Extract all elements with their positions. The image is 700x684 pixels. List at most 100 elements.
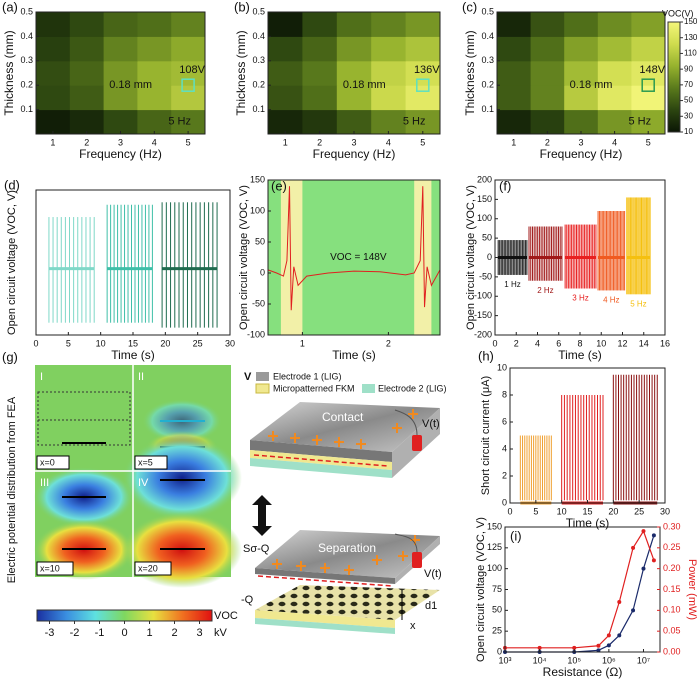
position-label: x=20 (138, 563, 158, 573)
y2-axis-label: Power (mW) (686, 559, 698, 620)
legend-label: Electrode 2 (LIG) (378, 383, 447, 393)
y-tick-label: 25 (492, 626, 502, 636)
electrode-side (250, 440, 392, 462)
x-tick-label: 5 (533, 506, 538, 516)
heat-cell (137, 109, 172, 135)
data-point (631, 545, 636, 550)
colorbar-tick-label: 10 (684, 127, 693, 136)
heat-cell (103, 36, 138, 62)
y-axis-label: Open circuit voltage (VOC, V) (6, 190, 18, 335)
heat-cell (302, 12, 338, 37)
heat-cell (530, 36, 565, 62)
electrode-top (250, 402, 440, 452)
heat-cell (564, 109, 599, 135)
x-axis-label: Time (s) (332, 348, 376, 362)
y-tick-label: 75 (492, 584, 502, 594)
y-tick-label: 150 (487, 521, 502, 531)
burst-label: 5 Hz (630, 299, 646, 308)
heat-cell (336, 36, 372, 62)
x-tick-label: 30 (225, 338, 235, 348)
y-tick-label: 0.5 (252, 6, 265, 16)
x-tick-label: 6 (556, 338, 561, 348)
heat-cell (631, 85, 666, 111)
heat-cell (371, 85, 407, 111)
y-tick-label: 10 (497, 362, 507, 372)
y2-tick-label: 0.20 (663, 563, 681, 573)
x-axis-label: Frequency (Hz) (79, 147, 162, 161)
burst-label: 4 Hz (603, 296, 619, 305)
colorbar-label: VOC (214, 610, 238, 622)
heat-cell (371, 60, 407, 86)
y-tick-label: 0.1 (20, 104, 33, 114)
y-axis-label: Short circuit current (μA) (480, 376, 492, 495)
heat-cell (302, 109, 338, 135)
y-tick-label: 200 (477, 174, 492, 184)
heat-cell (564, 36, 599, 62)
x-axis-label: Frequency (Hz) (540, 147, 623, 161)
baseline-band (48, 267, 95, 271)
gap-label: d1 (425, 600, 437, 612)
voltage-label: V(t) (422, 418, 440, 430)
fea-outline (37, 391, 131, 446)
y-tick-label: 0.5 (20, 6, 33, 16)
panel-roman: I (40, 371, 43, 383)
schematic: V Electrode 1 (LIG) Micropatterned FKM E… (241, 371, 447, 634)
heat-cell (171, 36, 206, 62)
x-tick-label: 15 (128, 338, 138, 348)
y-tick-label: 150 (477, 194, 492, 204)
x-axis-label: Resistance (Ω) (543, 665, 623, 679)
heat-cell (171, 85, 206, 111)
burst-label: 3 Hz (572, 294, 588, 303)
x-tick-label: 8 (577, 338, 582, 348)
data-point (631, 608, 636, 613)
x-tick-label: 0 (33, 338, 38, 348)
x-tick-label: 3 (351, 137, 356, 147)
heat-cell (171, 60, 206, 86)
heat-cell (405, 12, 441, 37)
x-tick-label: 10 (557, 506, 567, 516)
baseline-band (162, 267, 218, 271)
y-tick-label: 0.4 (481, 31, 494, 41)
heat-cell (302, 85, 338, 111)
charge-symbols (272, 535, 420, 575)
colorbar-tick-label: 90 (684, 64, 693, 73)
panel-roman: III (40, 477, 49, 489)
x-tick-label: 3 (118, 137, 123, 147)
position-label: x=5 (138, 457, 153, 467)
colorbar-tick-label: -2 (70, 627, 80, 639)
legend-swatch (256, 372, 269, 381)
frequency-label: 5 Hz (403, 116, 426, 128)
legend-label: Micropatterned FKM (273, 383, 355, 393)
value-label: 108V (179, 64, 205, 76)
y-tick-label: 50 (492, 605, 502, 615)
electrode-side (255, 568, 395, 584)
y-tick-label: 0.1 (481, 104, 494, 114)
y-tick-label: -100 (247, 329, 265, 339)
voltage-label: V(t) (424, 568, 442, 580)
charge-line (257, 575, 393, 587)
colorbar-tick-label: 0 (121, 627, 127, 639)
burst-label: 1 Hz (504, 280, 520, 289)
annotation: VOC = 148V (330, 252, 387, 263)
panel-roman: IV (138, 477, 149, 489)
x-tick-label: 1 (283, 137, 288, 147)
y-tick-label: -150 (474, 310, 492, 320)
x-axis-label: Time (s) (558, 348, 602, 362)
x-tick-label: 4 (535, 338, 540, 348)
data-point (572, 645, 577, 650)
heat-cell (530, 85, 565, 111)
panel-label: (h) (478, 348, 494, 363)
thickness-label: 0.18 mm (570, 79, 613, 91)
value-label: 148V (639, 64, 665, 76)
x-tick-label: 10⁷ (637, 655, 650, 665)
heat-cell (530, 12, 565, 37)
y2-tick-label: 0.25 (663, 542, 681, 552)
y-tick-label: -50 (252, 298, 265, 308)
y-tick-label: 100 (250, 205, 265, 215)
legend-swatch (362, 384, 375, 393)
heat-cell (497, 36, 532, 62)
label-box (36, 561, 74, 576)
heat-cell (597, 60, 632, 86)
charge-symbols (268, 409, 418, 449)
